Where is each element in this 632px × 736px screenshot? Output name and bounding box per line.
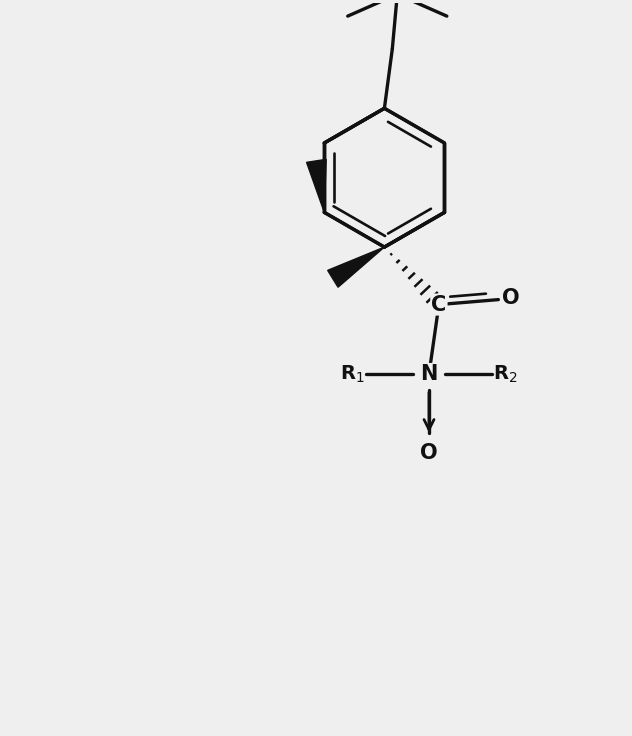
Text: O: O	[502, 288, 520, 308]
Text: N: N	[420, 364, 438, 384]
Text: C: C	[431, 294, 447, 314]
Text: O: O	[420, 443, 438, 463]
Polygon shape	[307, 159, 326, 213]
Text: R$_1$: R$_1$	[341, 364, 365, 385]
Polygon shape	[327, 247, 384, 287]
Text: R$_2$: R$_2$	[493, 364, 518, 385]
